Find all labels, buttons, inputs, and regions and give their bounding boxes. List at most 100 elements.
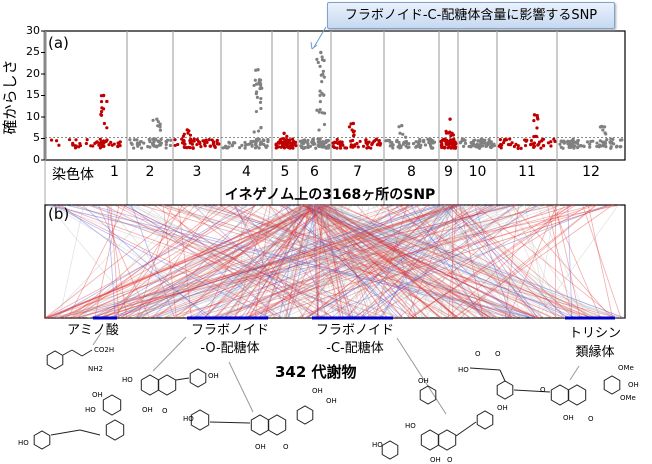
snp-point bbox=[254, 142, 258, 146]
snp-point bbox=[397, 125, 401, 129]
association-line bbox=[507, 204, 558, 319]
snp-point bbox=[317, 110, 321, 114]
association-line bbox=[305, 204, 617, 319]
association-line bbox=[52, 204, 559, 319]
association-line bbox=[151, 204, 257, 319]
snp-point bbox=[255, 95, 260, 99]
class-label-flavonoid-c-line1: フラボノイド bbox=[315, 323, 394, 338]
snp-point bbox=[73, 144, 78, 148]
snp-point bbox=[252, 83, 256, 88]
flavone-ring-icon bbox=[550, 384, 570, 406]
y-tick: 5 bbox=[33, 131, 40, 144]
association-line bbox=[89, 204, 512, 319]
association-line bbox=[65, 204, 535, 319]
association-line bbox=[324, 204, 457, 319]
association-line bbox=[307, 204, 471, 319]
snp-point bbox=[118, 140, 122, 144]
snp-point bbox=[112, 142, 116, 146]
snp-point bbox=[57, 143, 61, 147]
snp-point bbox=[430, 139, 435, 143]
snp-point bbox=[317, 128, 321, 132]
snp-point bbox=[479, 140, 483, 145]
association-line bbox=[119, 204, 302, 319]
association-line bbox=[192, 204, 574, 319]
snp-point bbox=[265, 144, 269, 148]
association-line bbox=[148, 204, 453, 319]
association-line bbox=[224, 204, 307, 319]
association-line bbox=[536, 204, 619, 319]
association-line bbox=[311, 204, 442, 319]
association-line bbox=[64, 204, 257, 319]
atom-label: O bbox=[475, 350, 481, 358]
snp-point bbox=[331, 144, 335, 149]
snp-point bbox=[156, 120, 160, 124]
association-line bbox=[352, 204, 540, 319]
association-line bbox=[378, 204, 494, 319]
association-line bbox=[76, 204, 381, 319]
association-line bbox=[140, 204, 320, 319]
snp-point bbox=[275, 143, 279, 148]
snp-point bbox=[516, 146, 520, 150]
association-line bbox=[186, 204, 419, 319]
association-line bbox=[217, 204, 427, 319]
association-line bbox=[115, 204, 315, 319]
association-line bbox=[67, 204, 306, 319]
association-line bbox=[356, 204, 456, 319]
association-line bbox=[45, 204, 395, 319]
snp-point bbox=[597, 143, 602, 147]
snp-point bbox=[130, 142, 134, 146]
snp-point bbox=[98, 141, 102, 145]
association-line bbox=[155, 204, 509, 319]
association-line bbox=[311, 204, 532, 319]
snp-point bbox=[387, 138, 392, 143]
association-line bbox=[330, 204, 487, 319]
snp-point bbox=[452, 137, 456, 141]
association-line bbox=[71, 204, 231, 319]
association-line bbox=[73, 204, 555, 319]
association-line bbox=[207, 204, 572, 319]
snp-point bbox=[251, 139, 255, 144]
panel-b-label: (b) bbox=[48, 205, 70, 223]
association-line bbox=[262, 204, 303, 319]
association-line bbox=[511, 204, 612, 319]
snp-point bbox=[461, 144, 466, 148]
association-line bbox=[315, 204, 335, 319]
snp-point bbox=[503, 137, 507, 142]
x-axis-title: イネゲノム上の3168ヶ所のSNP bbox=[224, 187, 436, 203]
association-line bbox=[315, 204, 490, 319]
snp-point bbox=[532, 141, 536, 145]
snp-point bbox=[322, 93, 326, 97]
snp-point bbox=[582, 144, 586, 149]
association-line bbox=[394, 204, 518, 319]
association-line bbox=[305, 204, 389, 319]
association-line bbox=[313, 204, 342, 319]
association-line bbox=[136, 204, 345, 319]
snp-point bbox=[257, 146, 261, 150]
arrowhead-icon bbox=[310, 41, 318, 50]
association-line bbox=[304, 204, 477, 319]
snp-point bbox=[476, 139, 480, 143]
association-line bbox=[459, 204, 484, 319]
snp-point bbox=[448, 130, 452, 134]
association-line bbox=[88, 204, 476, 319]
snp-point bbox=[274, 146, 278, 150]
association-line bbox=[446, 204, 568, 319]
snp-point bbox=[595, 144, 599, 149]
snp-point bbox=[207, 138, 211, 142]
association-line bbox=[458, 204, 566, 319]
association-line bbox=[511, 204, 564, 319]
association-line bbox=[239, 204, 525, 319]
sugar-ring-icon bbox=[190, 409, 210, 431]
snp-point bbox=[506, 142, 511, 147]
snp-point bbox=[164, 146, 168, 150]
association-line bbox=[454, 204, 597, 319]
association-line bbox=[309, 204, 518, 319]
association-line bbox=[82, 204, 208, 319]
association-line bbox=[263, 204, 302, 319]
class-label-flavonoid-c-line2: -C-配糖体 bbox=[326, 341, 384, 356]
callout-arrow bbox=[313, 26, 327, 48]
snp-peak-point bbox=[319, 50, 323, 55]
association-line bbox=[320, 204, 512, 319]
association-line bbox=[140, 204, 438, 319]
association-line bbox=[45, 204, 327, 319]
